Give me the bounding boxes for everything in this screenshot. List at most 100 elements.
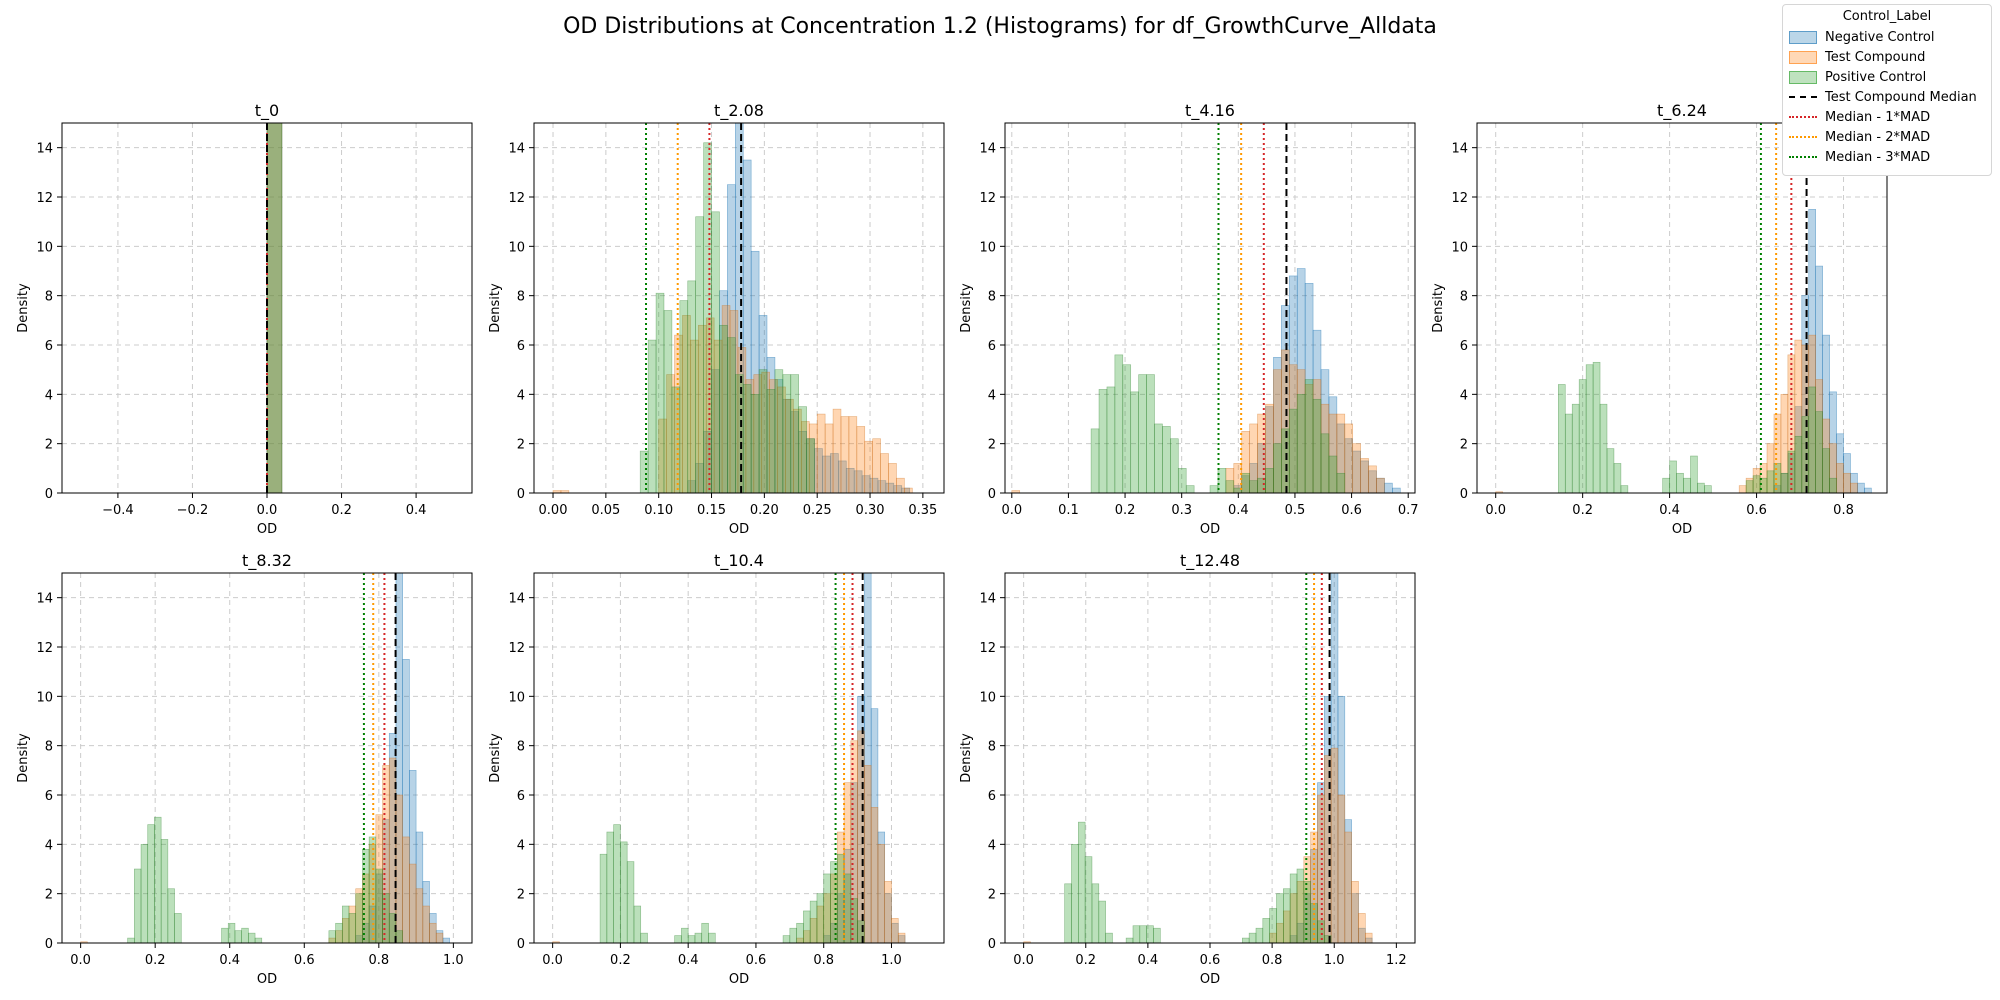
legend-item-mad3: Median - 3*MAD — [1789, 147, 1985, 167]
bar-positive-control — [1217, 468, 1227, 493]
bar-test-compound — [872, 438, 881, 493]
bar-positive-control — [1662, 477, 1670, 493]
x-axis-label: OD — [1200, 522, 1220, 537]
bar-test-compound — [1801, 344, 1810, 493]
y-tick-label: 14 — [508, 142, 525, 157]
bar-negative-control — [429, 913, 437, 943]
x-tick-label: 0.1 — [1058, 503, 1079, 518]
bar-test-compound — [375, 814, 383, 943]
bar-test-compound — [870, 807, 879, 943]
x-tick-label: 0.4 — [219, 953, 240, 968]
bar-positive-control — [1162, 426, 1171, 493]
bar-positive-control — [1752, 475, 1761, 493]
bar-positive-control — [1225, 480, 1235, 493]
bars-group — [1023, 573, 1373, 943]
bar-test-compound — [1836, 463, 1844, 493]
legend-label: Test Compound Median — [1825, 89, 1977, 105]
bar-test-compound — [1336, 413, 1346, 493]
bar-test-compound — [1328, 413, 1338, 493]
y-tick-label: 2 — [1460, 438, 1468, 453]
bars-group — [552, 573, 906, 943]
bar-positive-control — [1558, 384, 1566, 493]
bar-positive-control — [727, 337, 736, 493]
x-axis-label: OD — [257, 972, 277, 987]
y-tick-label: 0 — [517, 937, 525, 952]
y-tick-label: 8 — [1460, 290, 1468, 305]
x-tick-label: 0.4 — [1228, 503, 1249, 518]
bar-test-compound — [803, 930, 811, 943]
bar-test-compound — [409, 863, 417, 943]
bar-positive-control — [836, 853, 845, 943]
bar-test-compound — [1808, 334, 1816, 493]
bar-positive-control — [640, 932, 648, 943]
bar-positive-control — [803, 910, 811, 943]
x-tick-label: 0.6 — [746, 953, 767, 968]
bar-positive-control — [679, 300, 689, 493]
bar-test-compound — [435, 932, 444, 943]
bar-positive-control — [681, 927, 689, 943]
x-tick-label: 0.7 — [1398, 503, 1419, 518]
y-tick-label: 10 — [508, 690, 525, 705]
bar-positive-control — [1620, 485, 1629, 493]
bar-test-compound — [415, 888, 424, 943]
bar-test-compound — [1745, 477, 1754, 493]
subplot-title: t_4.16 — [1185, 101, 1235, 121]
bar-positive-control — [1241, 472, 1250, 493]
bar-positive-control — [1146, 374, 1155, 493]
y-tick-label: 4 — [517, 388, 525, 403]
x-tick-label: 0.0 — [1013, 953, 1034, 968]
y-tick-label: 2 — [45, 438, 53, 453]
bar-positive-control — [241, 927, 249, 943]
bar-positive-control — [348, 913, 357, 943]
bar-positive-control — [1669, 460, 1677, 493]
bar-positive-control — [1773, 463, 1782, 493]
bar-positive-control — [221, 927, 229, 943]
bar-positive-control — [1336, 472, 1346, 493]
y-tick-label: 12 — [36, 641, 53, 656]
y-tick-label: 8 — [988, 740, 996, 755]
y-tick-label: 10 — [979, 690, 996, 705]
bar-positive-control — [1676, 472, 1684, 493]
bar-test-compound — [897, 932, 906, 943]
subplot-title: t_2.08 — [714, 101, 764, 121]
bar-positive-control — [1281, 428, 1290, 493]
bar-positive-control — [1697, 482, 1705, 493]
bar-test-compound — [713, 339, 723, 493]
subplot-t-6-24: 0.0 0.2 0.4 0.6 0.8 0 2 4 6 8 10 12 14 t_6.24 OD Densit… — [1431, 101, 1888, 537]
bar-positive-control — [1233, 487, 1243, 493]
bar-positive-control — [395, 930, 403, 943]
y-tick-label: 12 — [508, 641, 525, 656]
y-tick-label: 10 — [36, 240, 53, 255]
bar-test-compound — [1358, 913, 1366, 943]
bar-positive-control — [1289, 873, 1298, 943]
bar-negative-control — [877, 831, 886, 943]
x-tick-label: 0.2 — [1572, 503, 1593, 518]
bar-test-compound — [830, 873, 838, 943]
bar-positive-control — [1064, 883, 1072, 943]
bar-positive-control — [1613, 463, 1622, 493]
legend-item-median: Test Compound Median — [1789, 87, 1985, 107]
bar-test-compound — [856, 426, 866, 493]
bar-positive-control — [1766, 470, 1775, 493]
y-tick-label: 14 — [1451, 142, 1468, 157]
bar-positive-control — [1105, 932, 1113, 943]
bar-test-compound — [816, 413, 826, 493]
subplot-t-8-32: 0.0 0.2 0.4 0.6 0.8 1.0 0 2 4 6 8 10 12 14 t_8.32 OD Den… — [16, 551, 473, 987]
bars-group — [80, 573, 450, 943]
subplot-t-2-08: 0.00 0.05 0.10 0.15 0.20 0.25 0.30 0.35 0 2 4 6 8 10 1… — [488, 101, 945, 537]
subplot-t-4-16: 0.0 0.1 0.2 0.3 0.4 0.5 0.6 0.7 0 2 4 6 8 10 12 14 t_4.1… — [959, 101, 1419, 537]
bar-test-compound — [891, 918, 899, 943]
bar-positive-control — [798, 406, 807, 493]
y-tick-label: 14 — [979, 142, 996, 157]
bar-positive-control — [789, 927, 797, 943]
y-tick-label: 0 — [517, 487, 525, 502]
bar-test-compound — [666, 374, 675, 493]
bar-positive-control — [1599, 403, 1608, 493]
bar-positive-control — [1098, 900, 1106, 943]
bar-positive-control — [355, 893, 363, 943]
bar-test-compound — [1288, 364, 1298, 493]
x-axis-label: OD — [729, 522, 749, 537]
bar-positive-control — [1815, 411, 1823, 493]
bar-test-compound — [402, 836, 410, 943]
bar-positive-control — [335, 922, 343, 943]
